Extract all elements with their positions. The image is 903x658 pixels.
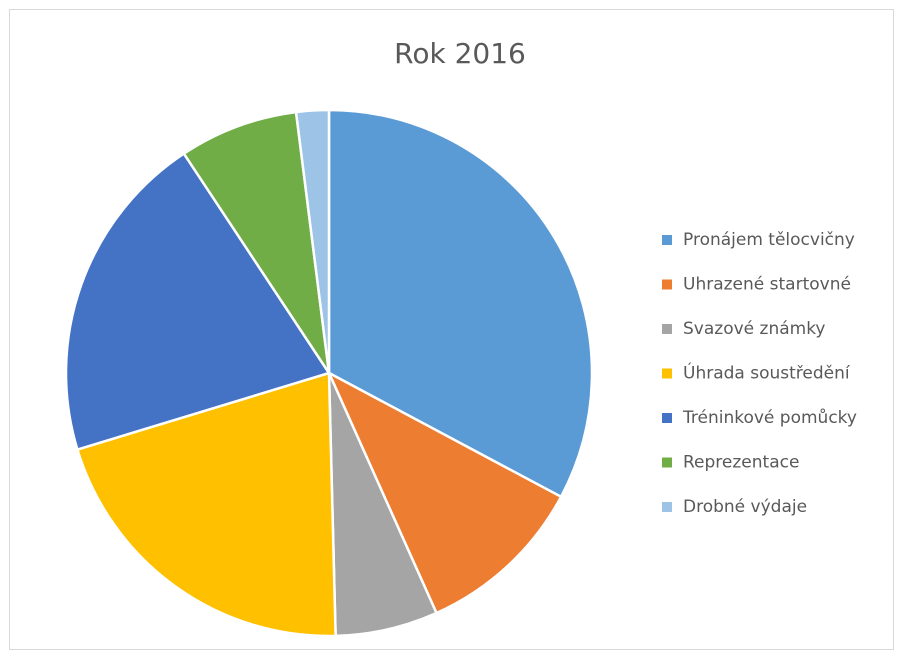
legend-swatch bbox=[662, 324, 672, 334]
legend-swatch bbox=[662, 457, 672, 468]
legend-swatch bbox=[662, 368, 672, 379]
legend-swatch bbox=[662, 279, 672, 290]
legend-label: Úhrada soustředění bbox=[683, 362, 851, 384]
legend-label: Pronájem tělocvičny bbox=[683, 230, 855, 250]
legend-swatch bbox=[662, 413, 672, 423]
legend-swatch bbox=[662, 502, 672, 512]
chart-title: Rok 2016 bbox=[394, 37, 526, 70]
legend-label: Reprezentace bbox=[683, 453, 799, 473]
pie-slice bbox=[75, 371, 337, 638]
legend-label: Uhrazené startovné bbox=[683, 275, 851, 295]
legend-swatch bbox=[662, 235, 672, 245]
pie-slice bbox=[294, 108, 331, 374]
legend-label: Tréninkové pomůcky bbox=[682, 408, 857, 428]
pie-slice bbox=[64, 151, 331, 452]
pie-slice bbox=[326, 370, 563, 615]
pie-slice bbox=[327, 108, 594, 499]
pie-slice bbox=[182, 110, 331, 374]
legend-label: Drobné výdaje bbox=[683, 497, 807, 517]
legend-label: Svazové známky bbox=[683, 319, 826, 339]
